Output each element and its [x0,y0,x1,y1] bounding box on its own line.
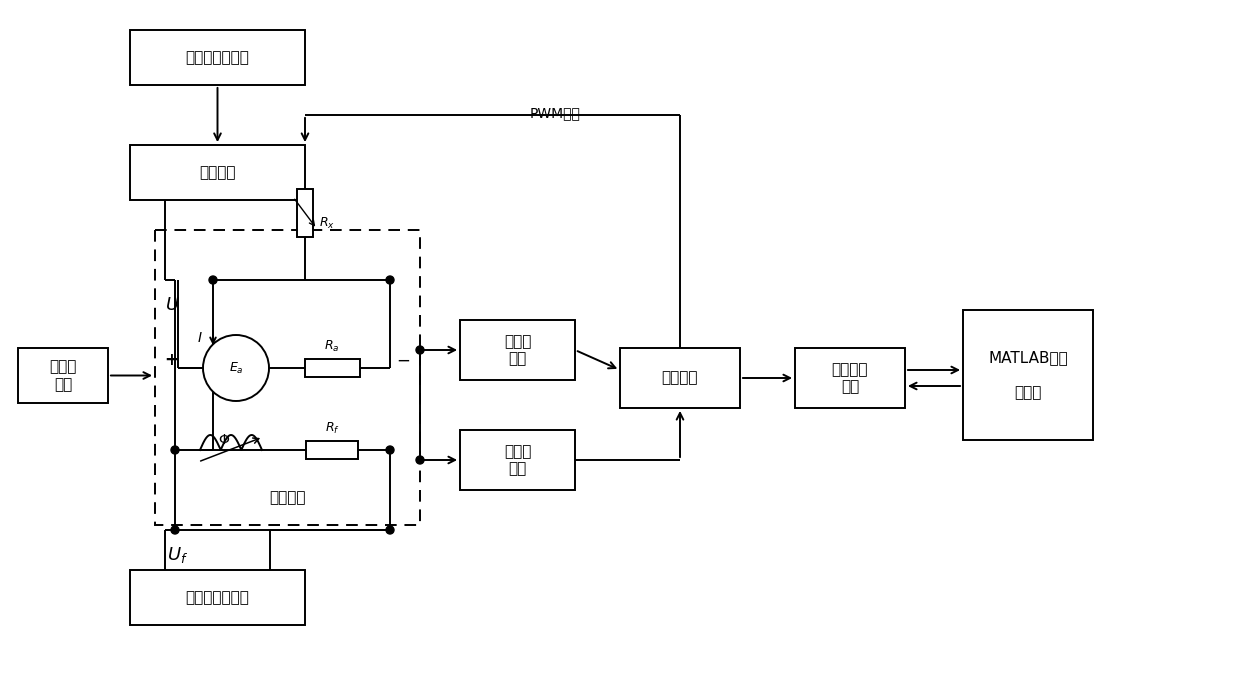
Bar [460,430,575,490]
Circle shape [415,346,424,354]
Text: 第一可变电压源: 第一可变电压源 [186,50,249,65]
Circle shape [171,446,179,454]
Circle shape [203,335,269,401]
Text: 速度传
感器: 速度传 感器 [503,334,531,367]
Text: $R_x$: $R_x$ [319,215,335,231]
Bar [155,230,420,525]
Text: 转矩传
感器: 转矩传 感器 [503,443,531,476]
Circle shape [210,276,217,284]
Circle shape [386,526,394,534]
Bar [130,145,305,200]
Circle shape [386,446,394,454]
Circle shape [171,526,179,534]
Bar [795,348,905,408]
Text: $E_a$: $E_a$ [228,360,243,375]
Text: 驱动电路: 驱动电路 [200,165,236,180]
Circle shape [415,456,424,464]
Text: $R_f$: $R_f$ [325,421,340,436]
Text: 第二可变电压源: 第二可变电压源 [186,590,249,605]
Bar [130,570,305,625]
Bar [460,320,575,380]
Text: PWM信号: PWM信号 [529,106,580,120]
Bar [19,348,108,403]
Text: +: + [164,351,177,369]
Text: $U_f$: $U_f$ [167,545,188,565]
Text: 磁滞制
动器: 磁滞制 动器 [50,359,77,392]
Text: $R_a$: $R_a$ [325,339,340,354]
Circle shape [386,276,394,284]
Text: $I$: $I$ [197,331,203,345]
Text: 微控制器: 微控制器 [662,371,698,385]
Bar [620,348,740,408]
Bar [298,189,312,237]
Bar [963,310,1092,440]
Text: $U$: $U$ [165,296,180,314]
Bar [306,441,358,459]
Text: $\Phi$: $\Phi$ [218,433,231,447]
Text: MATLAB软件

上位机: MATLAB软件 上位机 [988,350,1068,400]
Bar [305,359,360,377]
Text: 串口驱动
模块: 串口驱动 模块 [832,362,868,394]
Bar [130,30,305,85]
Text: 直流电机: 直流电机 [269,491,305,506]
Text: $-$: $-$ [396,351,410,369]
